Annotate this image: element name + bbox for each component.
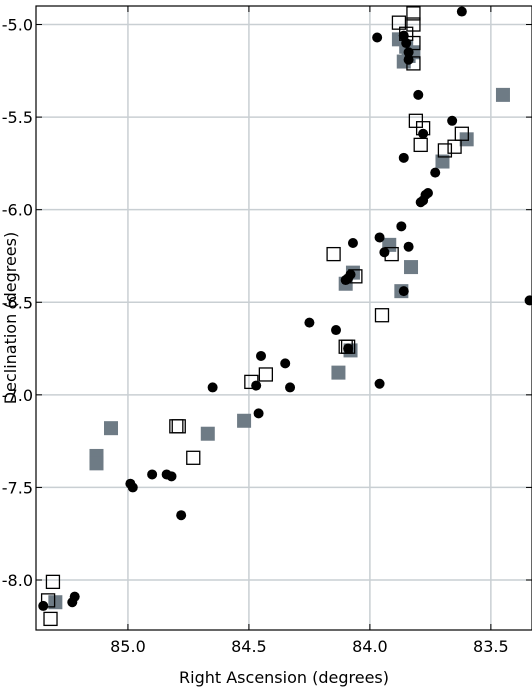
data-point-filled-circle bbox=[403, 54, 414, 65]
y-tick-label: -8.0 bbox=[2, 571, 33, 590]
data-point-filled-circle bbox=[166, 471, 177, 482]
data-point-filled-circle bbox=[147, 469, 158, 480]
data-point-open-square bbox=[408, 113, 424, 128]
plot-frame bbox=[35, 5, 532, 631]
data-point-open-square bbox=[326, 246, 341, 262]
data-point-filled-circle bbox=[251, 380, 262, 391]
data-point-gray-square bbox=[495, 87, 510, 102]
data-point-filled-circle bbox=[403, 47, 414, 58]
data-point-filled-circle bbox=[340, 275, 351, 286]
x-tick-label: 83.5 bbox=[473, 637, 509, 656]
data-point-filled-circle bbox=[403, 241, 414, 252]
data-point-filled-circle bbox=[374, 232, 385, 243]
data-point-filled-circle bbox=[67, 597, 78, 608]
data-point-open-square bbox=[447, 139, 462, 154]
data-point-open-square bbox=[391, 15, 407, 30]
data-point-filled-circle bbox=[347, 238, 358, 249]
data-point-gray-square bbox=[331, 365, 346, 380]
y-tick-label: -5.5 bbox=[2, 108, 33, 127]
data-point-gray-square bbox=[104, 421, 119, 436]
data-point-filled-circle bbox=[304, 317, 315, 328]
data-point-filled-circle bbox=[418, 195, 429, 206]
y-tick-label: -6.0 bbox=[2, 201, 33, 220]
y-axis-title: Declination (degrees) bbox=[1, 232, 20, 404]
data-point-filled-circle bbox=[379, 247, 390, 258]
data-points bbox=[38, 6, 532, 627]
data-point-filled-circle bbox=[401, 38, 412, 49]
data-point-open-square bbox=[406, 17, 421, 32]
data-point-filled-circle bbox=[418, 128, 429, 139]
data-point-filled-circle bbox=[280, 358, 291, 369]
data-point-filled-circle bbox=[253, 408, 264, 419]
data-point-gray-square bbox=[435, 154, 450, 169]
y-tick-label: -5.0 bbox=[2, 16, 33, 35]
x-axis-title: Right Ascension (degrees) bbox=[179, 668, 389, 687]
data-point-filled-circle bbox=[447, 115, 458, 126]
data-point-open-square bbox=[169, 419, 184, 434]
data-point-gray-square bbox=[48, 595, 63, 610]
data-point-open-square bbox=[406, 6, 421, 21]
data-point-gray-square bbox=[237, 413, 252, 428]
data-point-filled-circle bbox=[398, 286, 409, 297]
data-point-open-square bbox=[454, 126, 469, 141]
y-tick-label: -7.5 bbox=[2, 478, 33, 497]
data-point-filled-circle bbox=[331, 325, 342, 336]
y-tick-label: -6.5 bbox=[2, 293, 33, 312]
data-point-filled-circle bbox=[430, 167, 441, 178]
x-tick-label: 85.0 bbox=[110, 637, 146, 656]
data-point-open-square bbox=[186, 450, 201, 465]
grid-lines bbox=[36, 6, 532, 630]
data-point-filled-circle bbox=[38, 600, 49, 611]
y-tick-label: -7.0 bbox=[2, 386, 33, 405]
data-point-open-square bbox=[45, 574, 61, 590]
data-point-open-square bbox=[258, 367, 274, 382]
axis-ticks: 85.0 84.5 84.0 83.5 -5.0 -5.5 -6.0 -6.5 -7.0 -7.5… bbox=[2, 6, 532, 656]
data-point-filled-circle bbox=[413, 89, 424, 100]
x-tick-label: 84.0 bbox=[352, 637, 388, 656]
data-point-filled-circle bbox=[176, 510, 187, 521]
data-point-gray-square bbox=[89, 456, 104, 471]
data-point-filled-circle bbox=[127, 482, 138, 493]
data-point-gray-square bbox=[459, 132, 474, 147]
data-point-gray-square bbox=[200, 426, 215, 441]
data-point-filled-circle bbox=[398, 152, 409, 163]
data-point-open-square bbox=[43, 611, 58, 627]
data-point-filled-circle bbox=[256, 350, 267, 361]
data-point-filled-circle bbox=[207, 382, 218, 393]
x-tick-label: 84.5 bbox=[231, 637, 267, 656]
data-point-filled-circle bbox=[396, 221, 407, 232]
data-point-filled-circle bbox=[524, 295, 532, 306]
data-point-gray-square bbox=[404, 260, 419, 275]
data-point-open-square bbox=[413, 137, 428, 153]
data-point-open-square bbox=[437, 143, 453, 158]
data-point-filled-circle bbox=[422, 188, 433, 199]
data-point-filled-circle bbox=[343, 343, 354, 354]
data-point-filled-circle bbox=[285, 382, 296, 393]
data-point-filled-circle bbox=[372, 32, 383, 43]
data-point-open-square bbox=[374, 308, 390, 323]
data-point-filled-circle bbox=[374, 378, 385, 389]
data-point-filled-circle bbox=[456, 6, 467, 17]
